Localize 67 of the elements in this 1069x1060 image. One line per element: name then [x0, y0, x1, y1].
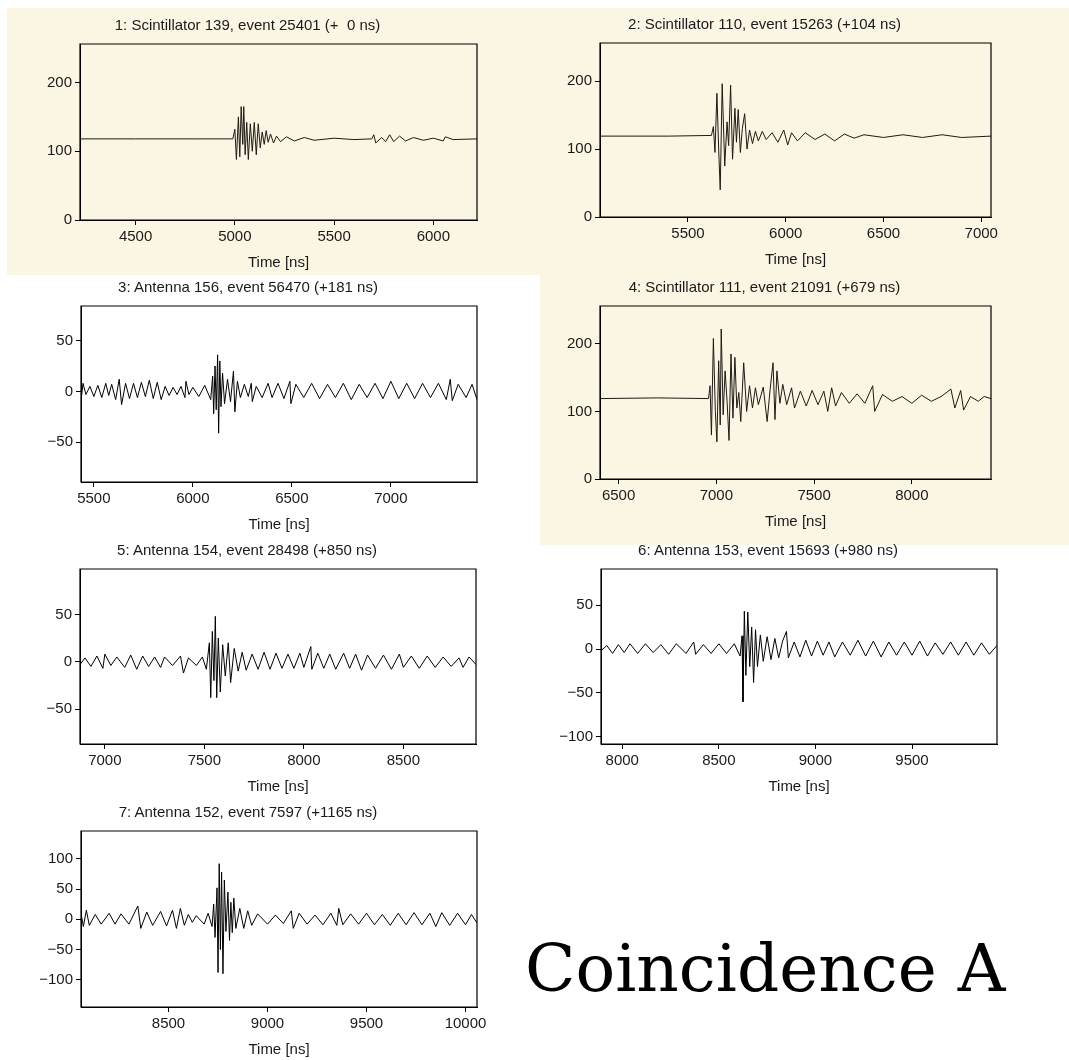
x-tick-label: 8500 — [386, 751, 421, 769]
y-tick-label: −50 — [47, 939, 73, 957]
y-tick-label: 0 — [64, 381, 73, 399]
chart-title: 2: Scintillator 110, event 15263 (+104 ns) — [628, 15, 901, 33]
y-tick-label: −100 — [39, 969, 73, 987]
y-tick-label: 100 — [566, 401, 592, 419]
chart-title: 1: Scintillator 139, event 25401 (+ 0 ns) — [114, 16, 381, 34]
y-tick-label: 100 — [566, 139, 592, 157]
y-tick-label: 50 — [56, 879, 73, 897]
x-tick-label: 10000 — [444, 1014, 487, 1032]
x-tick-label: 8500 — [151, 1014, 186, 1032]
x-axis-title: Time [ns] — [248, 515, 310, 533]
x-tick-label: 4500 — [118, 227, 153, 245]
chart-title: 3: Antenna 156, event 56470 (+181 ns) — [118, 278, 378, 296]
y-tick-label: 100 — [47, 848, 73, 866]
chart-title: 4: Scintillator 111, event 21091 (+679 ns) — [628, 278, 901, 296]
chart-title: 7: Antenna 152, event 7597 (+1165 ns) — [118, 803, 378, 821]
x-tick-label: 6000 — [769, 224, 803, 242]
x-tick-label: 5500 — [317, 227, 351, 245]
x-tick-label: 6000 — [176, 489, 210, 507]
x-tick-label: 7000 — [699, 486, 734, 504]
x-tick-label: 8000 — [605, 751, 639, 769]
x-tick-label: 8000 — [895, 486, 929, 504]
x-tick-label: 9500 — [349, 1014, 384, 1032]
x-tick-label: 9000 — [798, 751, 833, 769]
x-tick-label: 7500 — [187, 751, 222, 769]
x-tick-label: 7000 — [88, 751, 122, 769]
chart-title: 5: Antenna 154, event 28498 (+850 ns) — [117, 541, 377, 559]
x-axis-title: Time [ns] — [247, 253, 310, 271]
x-tick-label: 6000 — [416, 227, 451, 245]
y-tick-label: 0 — [584, 639, 593, 657]
x-tick-label: 9500 — [895, 751, 929, 769]
y-tick-label: −100 — [559, 727, 593, 745]
y-tick-label: 0 — [63, 210, 72, 228]
y-tick-label: −50 — [46, 699, 72, 717]
x-tick-label: 7000 — [374, 489, 408, 507]
y-tick-label: 200 — [46, 72, 72, 90]
x-axis-title: Time [ns] — [768, 777, 830, 795]
y-tick-label: 200 — [566, 333, 592, 351]
y-tick-label: 100 — [46, 141, 72, 159]
y-tick-label: 200 — [566, 71, 592, 89]
y-tick-label: 0 — [64, 909, 73, 927]
x-axis-title: Time [ns] — [247, 777, 309, 795]
y-tick-label: 50 — [56, 330, 73, 348]
text: Coincidence A — [525, 930, 1006, 1007]
x-tick-label: 5500 — [77, 489, 111, 507]
chart-title: 6: Antenna 153, event 15693 (+980 ns) — [638, 541, 898, 559]
x-axis-title: Time [ns] — [764, 250, 827, 268]
x-tick-label: 5000 — [218, 227, 252, 245]
x-tick-label: 9000 — [250, 1014, 285, 1032]
y-tick-label: 0 — [63, 651, 72, 669]
y-tick-label: −50 — [567, 683, 593, 701]
x-tick-label: 5500 — [671, 224, 705, 242]
x-axis-title: Time [ns] — [764, 512, 827, 530]
y-tick-label: −50 — [47, 432, 73, 450]
x-tick-label: 6500 — [601, 486, 636, 504]
y-tick-label: 0 — [583, 469, 592, 487]
x-tick-label: 7000 — [964, 224, 998, 242]
x-tick-label: 8000 — [287, 751, 321, 769]
x-tick-label: 6500 — [275, 489, 309, 507]
x-tick-label: 7500 — [797, 486, 831, 504]
y-tick-label: 0 — [583, 207, 592, 225]
x-tick-label: 6500 — [866, 224, 901, 242]
x-tick-label: 8500 — [702, 751, 736, 769]
y-tick-label: 50 — [576, 595, 593, 613]
x-axis-title: Time [ns] — [248, 1040, 310, 1058]
y-tick-label: 50 — [55, 604, 72, 622]
